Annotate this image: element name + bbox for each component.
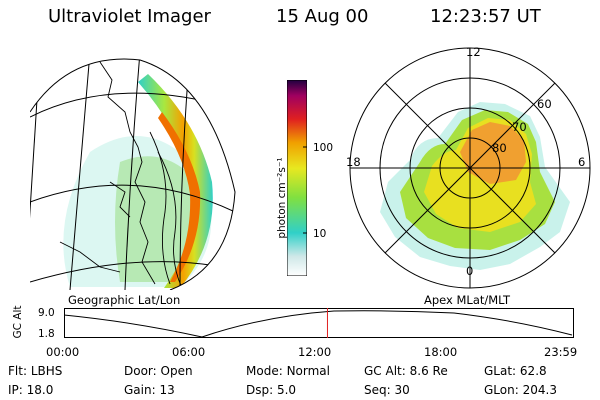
flt-label: Flt: <box>8 364 27 378</box>
colorbar-unit-label: photon cm⁻²s⁻¹ <box>276 157 288 239</box>
info-seq: Seq: 30 <box>364 383 410 397</box>
info-door: Door: Open <box>124 364 193 378</box>
time-tick-0600: 06:00 <box>172 345 206 359</box>
info-glat: GLat: 62.8 <box>484 364 547 378</box>
time-tick-0000: 00:00 <box>46 345 80 359</box>
time-label: 12:23:57 UT <box>430 6 541 27</box>
app-title: Ultraviolet Imager <box>48 6 211 27</box>
polar-caption: Apex MLat/MLT <box>424 293 511 307</box>
lat-label-80: 80 <box>492 141 507 155</box>
ip-value: 18.0 <box>26 383 54 397</box>
info-ip: IP: 18.0 <box>8 383 53 397</box>
alt-tick-9: 9.0 <box>38 307 55 319</box>
glat-label: GLat: <box>484 364 517 378</box>
flt-value: LBHS <box>30 364 63 378</box>
info-gain: Gain: 13 <box>124 383 175 397</box>
seq-value: 30 <box>394 383 410 397</box>
mode-label: Mode: <box>246 364 283 378</box>
door-value: Open <box>160 364 193 378</box>
time-tick-1800: 18:00 <box>424 345 458 359</box>
polar-plot <box>349 47 591 289</box>
info-gcalt: GC Alt: 8.6 Re <box>364 364 448 378</box>
gcalt-label: GC Alt: <box>364 364 406 378</box>
mlt-label-18: 18 <box>346 155 361 169</box>
altitude-plot <box>64 308 574 338</box>
info-dsp: Dsp: 5.0 <box>246 383 296 397</box>
glon-value: 204.3 <box>522 383 557 397</box>
geo-caption: Geographic Lat/Lon <box>68 293 181 307</box>
time-tick-2359: 23:59 <box>544 345 578 359</box>
info-glon: GLon: 204.3 <box>484 383 557 397</box>
lat-label-70: 70 <box>512 120 527 134</box>
alt-tick-1-8: 1.8 <box>38 328 55 340</box>
colorbar-tick-10: 10 <box>313 228 327 240</box>
glat-value: 62.8 <box>519 364 547 378</box>
lat-label-60: 60 <box>537 97 552 111</box>
date-label: 15 Aug 00 <box>276 6 369 27</box>
time-tick-1200: 12:00 <box>298 345 332 359</box>
glon-label: GLon: <box>484 383 519 397</box>
ip-label: IP: <box>8 383 23 397</box>
aurora-core <box>158 112 201 282</box>
door-label: Door: <box>124 364 157 378</box>
gain-label: Gain: <box>124 383 156 397</box>
info-mode: Mode: Normal <box>246 364 330 378</box>
mlt-label-6: 6 <box>578 155 586 169</box>
mlt-label-0: 0 <box>466 264 474 278</box>
mlt-label-12: 12 <box>466 45 481 59</box>
gcalt-value: 8.6 Re <box>409 364 448 378</box>
geographic-map <box>30 58 236 290</box>
mode-value: Normal <box>286 364 330 378</box>
color-bar <box>287 80 307 276</box>
altitude-curve <box>64 310 573 338</box>
info-flt: Flt: LBHS <box>8 364 62 378</box>
colorbar-tick-100: 100 <box>313 142 334 154</box>
dsp-label: Dsp: <box>246 383 274 397</box>
gain-value: 13 <box>159 383 175 397</box>
seq-label: Seq: <box>364 383 391 397</box>
dsp-value: 5.0 <box>276 383 297 397</box>
alt-axis-title: GC Alt <box>12 305 24 339</box>
